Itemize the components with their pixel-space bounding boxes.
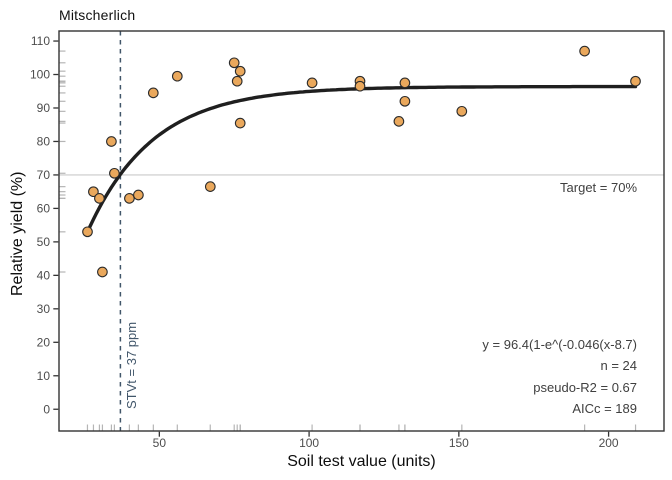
data-point [399, 77, 411, 89]
y-tick-label: 0 [43, 402, 50, 416]
data-point [94, 193, 105, 204]
data-point [109, 167, 120, 179]
panel-border [58, 30, 665, 432]
y-tick-label: 100 [30, 68, 50, 82]
data-point [133, 189, 144, 201]
y-tick-label: 30 [37, 302, 51, 316]
y-tick-label: 90 [37, 101, 51, 115]
y-tick-label: 70 [37, 168, 51, 182]
fitted-curve [85, 84, 638, 234]
data-point [231, 75, 243, 87]
y-axis-title: Relative yield (%) [9, 171, 26, 296]
data-point [97, 266, 108, 278]
data-point [147, 87, 159, 99]
data-point [393, 116, 405, 127]
data-point [82, 226, 93, 238]
fit-aicc: AICc = 189 [572, 401, 637, 417]
data-point [399, 95, 411, 107]
y-tick-label: 110 [31, 34, 50, 48]
x-tick-label: 100 [299, 436, 319, 450]
data-point [456, 105, 468, 117]
y-tick-label: 20 [37, 335, 51, 349]
target-line-label: Target = 70% [560, 180, 637, 195]
x-axis-title: Soil test value (units) [287, 453, 436, 470]
data-point [579, 45, 590, 57]
data-point [354, 80, 366, 92]
data-point [630, 75, 641, 87]
data-point [106, 136, 117, 147]
data-point [306, 77, 318, 89]
y-tick-label: 40 [37, 269, 51, 283]
data-point [124, 193, 135, 204]
y-tick-label: 50 [37, 235, 51, 249]
fit-equation: y = 96.4(1-e^(-0.046(x-8.7) [482, 337, 637, 352]
x-tick-label: 200 [599, 436, 619, 450]
data-point [234, 65, 246, 77]
y-tick-label: 10 [37, 369, 51, 383]
y-tick-label: 80 [37, 135, 51, 149]
x-tick-label: 150 [449, 436, 469, 450]
data-point [228, 57, 240, 69]
fit-statistics: y = 96.4(1-e^(-0.046(x-8.7) n = 24 pseud… [482, 334, 637, 420]
data-point [234, 117, 246, 129]
x-tick-label: 50 [153, 436, 167, 450]
data-point [171, 70, 183, 82]
chart-title: Mitscherlich [59, 7, 136, 23]
stv-line-label: STVt = 37 ppm [124, 321, 139, 409]
data-point [88, 186, 99, 198]
y-tick-label: 60 [37, 202, 51, 216]
data-point [204, 181, 216, 192]
fit-n: n = 24 [600, 358, 637, 374]
fit-pseudo-r2: pseudo-R2 = 0.67 [533, 379, 637, 395]
